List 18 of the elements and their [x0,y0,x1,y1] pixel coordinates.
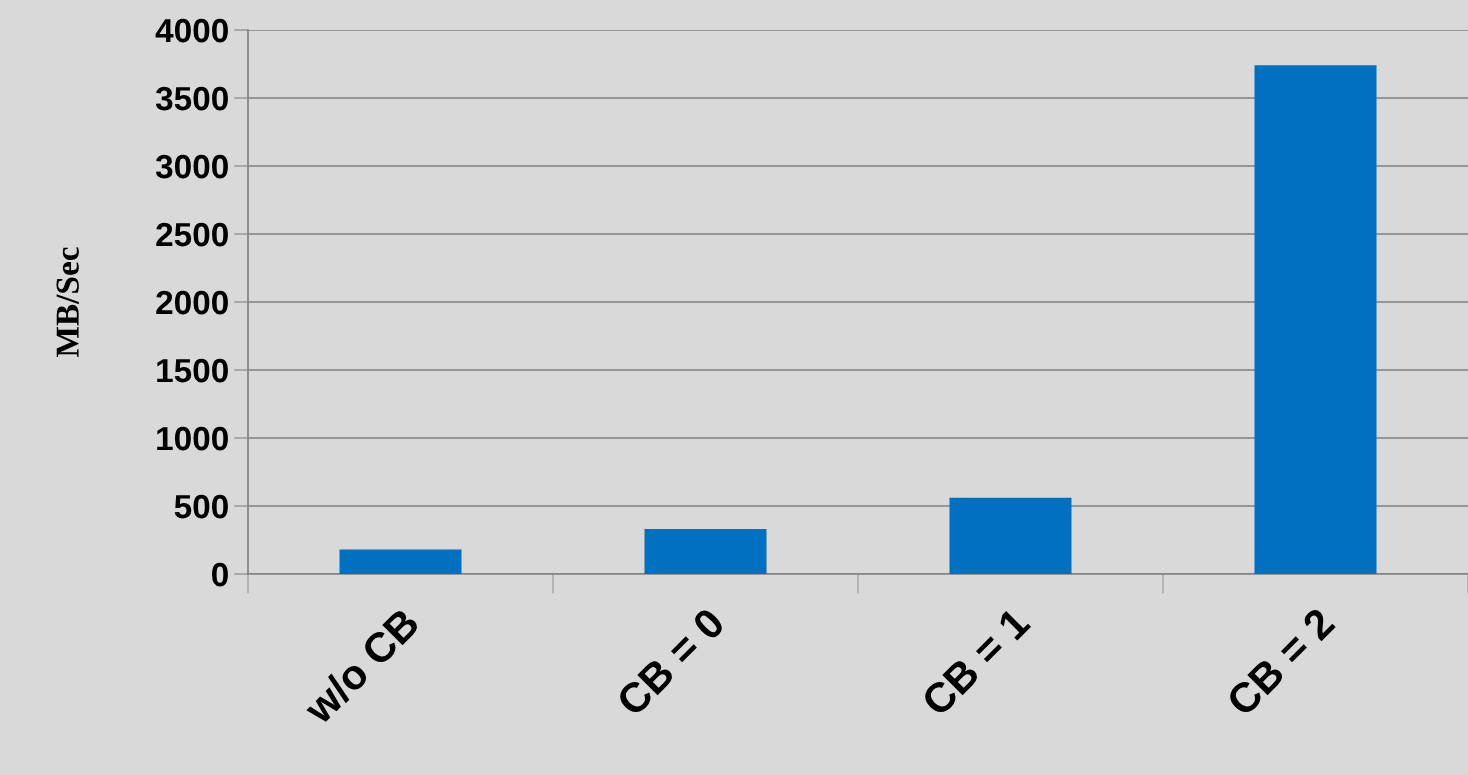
y-tick-label: 0 [212,562,228,587]
bar [1254,65,1377,574]
y-tick-label: 3500 [155,86,228,111]
bar [644,529,767,574]
bar [339,549,462,574]
x-tick-label: CB = 0 [614,606,726,718]
y-tick-label: 500 [174,494,228,519]
y-tick-label: 3000 [155,154,228,179]
y-axis-title: MB/Sec [56,247,79,357]
x-tick-label: w/o CB [300,605,422,727]
y-tick-label: 2500 [156,222,228,247]
y-tick-label: 1000 [157,426,228,451]
y-tick-label: 1500 [157,358,228,383]
x-tick-label: CB = 1 [919,606,1032,718]
y-tick-label: 2000 [156,290,228,315]
x-tick-label: CB = 2 [1224,606,1336,718]
y-tick-label: 4000 [155,18,228,43]
bar [949,497,1072,574]
